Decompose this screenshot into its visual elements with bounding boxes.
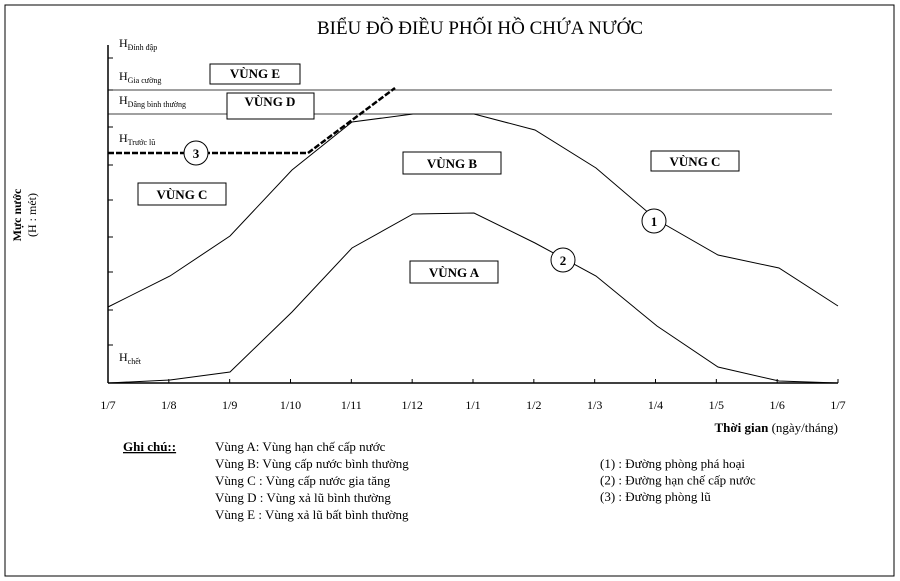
note-zone: Vùng C : Vùng cấp nước gia tăng [215,473,391,488]
zone-label: VÙNG A [429,265,480,280]
zone-box [226,92,315,120]
curve-badge [550,247,576,273]
x-axis-label-rest: (ngày/tháng) [768,420,838,435]
x-tick-label: 1/12 [401,398,422,412]
note-zone: Vùng B: Vùng cấp nước bình thường [215,456,409,471]
zone-box [409,260,499,284]
x-tick-label: 1/6 [769,398,784,412]
note-zone: Vùng D : Vùng xả lũ bình thường [215,490,391,505]
curve-badge [183,140,209,166]
zone-box [650,150,740,172]
x-axis-label: Thời gian (ngày/tháng) [715,420,838,435]
level-sub: Gia cường [128,76,162,85]
curve-label: 3 [193,146,200,161]
curve-3 [108,86,396,155]
note-zone: Vùng A: Vùng hạn chế cấp nước [215,439,386,454]
curve-label: 2 [560,253,567,268]
level-label: HĐỉnh đập [119,36,157,52]
note-curve: (2) : Đường hạn chế cấp nước [600,473,756,488]
x-tick-label: 1/5 [709,398,724,412]
x-tick-label: 1/7 [830,398,845,412]
level-label: Hchết [119,350,142,366]
zone-box [402,151,502,175]
level-main: H [119,350,128,364]
x-axis-label-bold: Thời gian [715,420,770,435]
y-axis-label: Mực nước [10,188,24,241]
x-tick-label: 1/8 [161,398,176,412]
level-sub: chết [128,357,142,366]
note-curve: (1) : Đường phòng phá hoại [600,456,745,471]
level-sub: Trước lũ [128,138,156,147]
level-sub: Đỉnh đập [128,43,158,52]
zone-box [209,63,301,85]
x-tick-label: 1/11 [341,398,362,412]
x-tick-label: 1/7 [100,398,115,412]
title: BIỂU ĐỒ ĐIỀU PHỐI HỒ CHỨA NƯỚC [317,17,643,39]
level-label: HGia cường [119,69,161,85]
level-sub: Dâng bình thường [128,100,186,109]
level-main: H [119,36,128,50]
notes-heading: Ghi chú:: [123,439,176,454]
x-tick-label: 1/4 [648,398,663,412]
zone-label: VÙNG C [670,154,721,169]
curve-label: 1 [651,214,658,229]
curve-1 [107,113,839,308]
level-main: H [119,69,128,83]
x-tick-label: 1/2 [526,398,541,412]
level-main: H [119,131,128,145]
curve-2 [107,212,839,384]
curve-badge [641,208,667,234]
note-curve: (3) : Đường phòng lũ [600,489,711,504]
level-main: H [119,93,128,107]
zone-label: VÙNG B [427,156,478,171]
x-ticks: 1/7 1/8 1/9 1/10 1/11 1/12 1/1 1/2 1/3 1/4 1/5 1/6 1… [100,379,846,412]
x-tick-label: 1/9 [222,398,237,412]
zone-label: VÙNG D [245,94,296,109]
x-tick-label: 1/10 [280,398,301,412]
y-axis-label: (H : mét) [25,193,39,237]
level-label: HDâng bình thường [119,93,186,109]
level-label: HTrước lũ [119,131,155,147]
frame [4,4,895,577]
note-zone: Vùng E : Vùng xả lũ bất bình thường [215,507,409,522]
x-tick-label: 1/3 [587,398,602,412]
zone-label: VÙNG C [157,187,208,202]
x-tick-label: 1/1 [465,398,480,412]
zone-label: VÙNG E [230,66,280,81]
zone-box [137,182,227,206]
